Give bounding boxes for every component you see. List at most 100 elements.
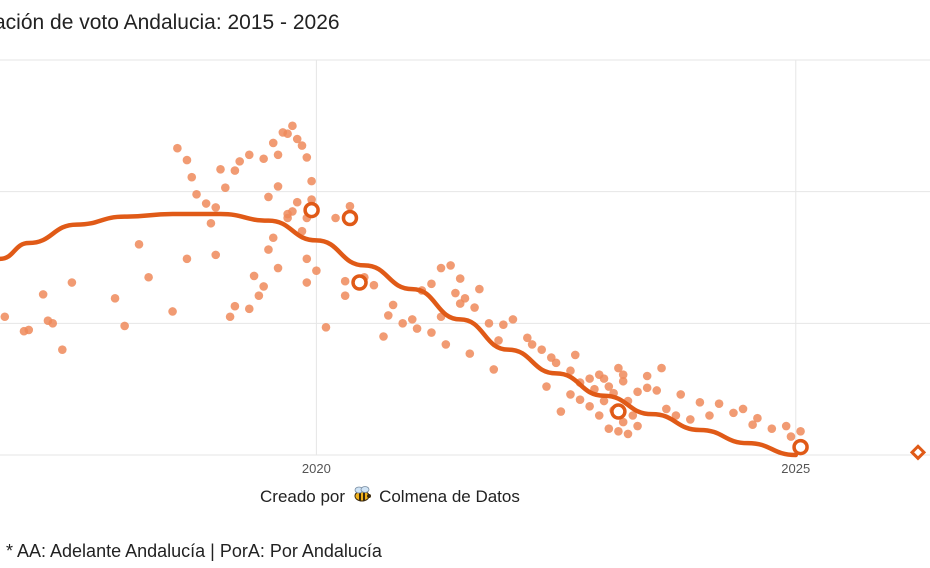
poll-point xyxy=(652,386,662,395)
poll-point xyxy=(331,213,340,223)
poll-point xyxy=(441,340,451,349)
election-marker xyxy=(351,274,368,291)
poll-point xyxy=(307,195,316,204)
poll-point xyxy=(633,387,642,397)
poll-point xyxy=(312,266,321,275)
poll-point xyxy=(292,134,302,144)
poll-point xyxy=(604,424,614,433)
poll-point xyxy=(546,353,556,362)
poll-point xyxy=(407,315,417,324)
poll-point xyxy=(662,404,671,414)
poll-point xyxy=(465,349,475,358)
poll-point xyxy=(120,321,129,331)
poll-point xyxy=(398,319,407,328)
poll-point xyxy=(523,333,532,343)
poll-point xyxy=(633,421,642,431)
poll-point xyxy=(369,280,379,290)
poll-point xyxy=(642,383,652,393)
poll-point xyxy=(379,332,388,341)
poll-point xyxy=(594,370,604,379)
poll-point xyxy=(288,121,297,131)
poll-point xyxy=(484,319,494,328)
chart-canvas: 2020 2025 xyxy=(0,59,930,476)
poll-point xyxy=(187,172,197,182)
poll-point xyxy=(216,164,225,174)
poll-point xyxy=(566,366,575,376)
poll-point xyxy=(383,311,393,320)
poll-point xyxy=(753,413,762,423)
poll-point xyxy=(58,345,67,354)
poll-point xyxy=(786,432,796,441)
poll-point xyxy=(259,154,268,164)
projection-marker xyxy=(909,444,927,461)
poll-point xyxy=(618,370,628,379)
poll-point xyxy=(671,411,681,420)
poll-point xyxy=(614,427,623,436)
poll-point xyxy=(302,278,312,287)
trend-line xyxy=(0,211,799,458)
poll-point xyxy=(695,398,705,407)
poll-point xyxy=(24,325,34,335)
poll-point xyxy=(575,395,585,405)
poll-point xyxy=(796,427,805,436)
x-tick-label: 2020 xyxy=(302,461,331,476)
poll-point xyxy=(297,226,307,236)
poll-point xyxy=(628,411,638,420)
x-tick-label: 2025 xyxy=(781,461,810,476)
poll-point xyxy=(455,274,465,283)
poll-point xyxy=(273,182,283,191)
poll-point xyxy=(254,291,264,300)
poll-point xyxy=(475,284,484,294)
credit-line: Creado por Colmena de Datos xyxy=(260,485,520,508)
poll-point xyxy=(244,150,254,160)
poll-point xyxy=(302,254,312,264)
poll-point xyxy=(283,129,292,139)
poll-point xyxy=(614,363,623,373)
poll-point xyxy=(0,312,10,322)
poll-point xyxy=(211,250,221,260)
poll-point xyxy=(676,390,686,399)
poll-point xyxy=(446,261,455,270)
election-marker xyxy=(792,438,809,456)
poll-point xyxy=(321,322,331,332)
projection-diamond xyxy=(909,444,927,461)
poll-point xyxy=(767,424,777,433)
poll-point xyxy=(657,363,666,373)
poll-point xyxy=(268,233,278,243)
poll-point xyxy=(427,279,436,289)
poll-point xyxy=(168,307,177,316)
poll-point xyxy=(599,396,609,406)
poll-point xyxy=(192,190,201,199)
poll-point xyxy=(618,417,628,427)
poll-point xyxy=(268,138,278,148)
poll-point xyxy=(264,245,273,254)
poll-point xyxy=(781,421,791,431)
poll-point xyxy=(542,382,551,391)
poll-point xyxy=(686,415,695,424)
poll-point xyxy=(144,272,153,282)
poll-point xyxy=(182,254,192,264)
poll-point xyxy=(273,263,283,273)
poll-point xyxy=(48,319,58,328)
poll-point xyxy=(182,155,192,165)
poll-point xyxy=(244,304,254,314)
poll-point xyxy=(307,176,316,186)
poll-point xyxy=(594,411,604,420)
x-axis-ticks: 2020 2025 xyxy=(302,461,810,476)
poll-point xyxy=(427,328,436,337)
credit-name: Colmena de Datos xyxy=(379,486,520,506)
poll-point xyxy=(340,291,350,300)
poll-point xyxy=(230,301,240,311)
poll-point xyxy=(345,201,355,211)
poll-point xyxy=(201,199,211,208)
poll-point xyxy=(604,382,614,391)
poll-point xyxy=(489,365,499,374)
poll-point xyxy=(585,401,594,411)
poll-point xyxy=(206,218,216,228)
poll-point xyxy=(283,213,292,223)
poll-point xyxy=(292,197,302,207)
election-marker xyxy=(341,209,359,227)
poll-point xyxy=(537,345,547,354)
poll-point xyxy=(527,340,537,349)
bee-icon xyxy=(351,485,373,508)
